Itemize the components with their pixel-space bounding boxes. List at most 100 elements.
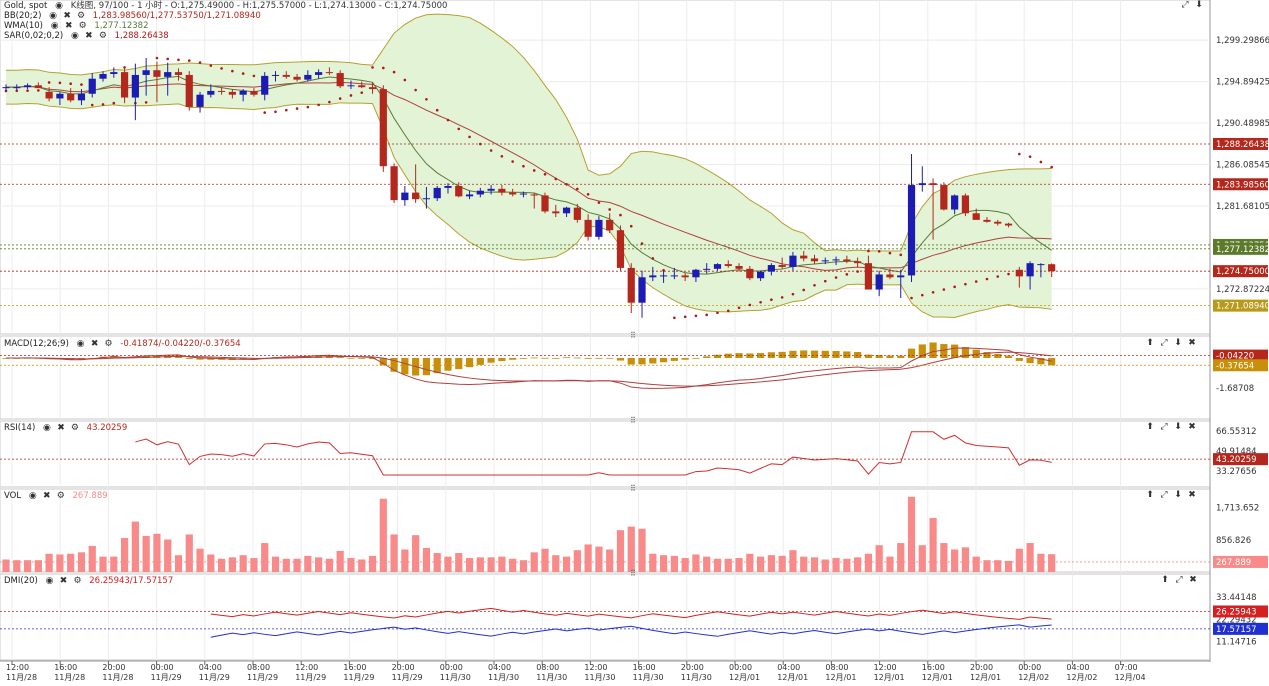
eye-icon[interactable]: ◉	[43, 423, 51, 433]
sar-dot	[47, 81, 51, 84]
volume-bar	[918, 545, 926, 572]
dmi-badge-label: 17.57157	[1216, 625, 1257, 635]
sar-dot	[220, 67, 223, 70]
arrow-up-icon[interactable]: ⬆	[1146, 490, 1154, 500]
macd-histogram-bar	[509, 358, 517, 360]
candle-body	[390, 166, 398, 201]
volume-bar	[778, 555, 786, 572]
expand-icon[interactable]: ⤢	[1181, 0, 1189, 10]
candle-body	[88, 78, 96, 94]
volume-bar	[34, 560, 42, 572]
close-icon[interactable]: ✖	[1188, 422, 1196, 432]
macd-badge	[1213, 359, 1268, 372]
rsi-badge	[1213, 453, 1268, 466]
date-tick-label: 11月/28	[102, 673, 133, 682]
panel-resize-handle[interactable]: ⠿	[630, 416, 636, 425]
gear-icon[interactable]: ⚙	[98, 31, 107, 41]
close-icon[interactable]: ✖	[64, 21, 73, 31]
arrow-down-icon[interactable]: ⬇	[1174, 422, 1182, 432]
gear-icon[interactable]: ⚙	[104, 339, 113, 349]
macd-histogram-bar	[907, 348, 916, 358]
close-icon[interactable]: ✖	[43, 491, 51, 501]
expand-icon[interactable]: ⤢	[1175, 575, 1183, 585]
gear-icon[interactable]: ⚙	[73, 576, 82, 586]
candle-body	[142, 70, 150, 75]
date-tick-label: 11月/29	[295, 673, 326, 682]
volume-bar	[519, 560, 528, 572]
volume-bar	[800, 556, 808, 572]
expand-icon[interactable]: ⤢	[1160, 338, 1168, 348]
gear-icon[interactable]: ⚙	[77, 11, 86, 21]
sar-dot	[101, 103, 105, 106]
eye-icon[interactable]: ◉	[45, 576, 54, 586]
price-tick-label: 1,294.89425	[1216, 78, 1269, 88]
arrow-down-icon[interactable]: ⬇	[1174, 338, 1182, 348]
candle-body	[983, 219, 991, 222]
eye-icon[interactable]: ◉	[55, 1, 63, 11]
close-icon[interactable]: ✖	[1188, 490, 1196, 500]
arrow-up-icon[interactable]: ⬆	[1146, 422, 1154, 432]
eye-icon[interactable]: ◉	[50, 21, 59, 31]
candle-body	[767, 265, 775, 272]
volume-bar	[433, 553, 441, 572]
eye-icon[interactable]: ◉	[49, 11, 58, 21]
rsi-line	[135, 431, 1052, 476]
volume-bar	[670, 555, 678, 572]
candle-body	[250, 90, 258, 95]
candle-body	[1026, 263, 1034, 277]
expand-icon[interactable]: ⤢	[1160, 422, 1168, 432]
macd-histogram-bar	[940, 344, 948, 358]
sar-dot	[435, 108, 439, 112]
volume-bar	[23, 560, 32, 572]
sar-dot	[576, 187, 579, 191]
indicator-name: MACD(12;26;9)	[4, 339, 69, 349]
close-icon[interactable]: ✖	[85, 31, 93, 41]
candle-body	[153, 70, 161, 77]
close-icon[interactable]: ✖	[63, 11, 71, 21]
sar-dot	[198, 61, 202, 64]
sar-dot	[26, 89, 29, 92]
volume-bar	[2, 559, 10, 572]
close-icon[interactable]: ✖	[1188, 338, 1196, 348]
sar-dot	[328, 100, 331, 104]
candle-body	[606, 219, 614, 231]
sar-dot	[371, 66, 374, 69]
arrow-down-icon[interactable]: ⬇	[1195, 0, 1203, 10]
candle-body	[433, 187, 441, 199]
volume-bar	[692, 554, 700, 572]
arrow-up-icon[interactable]: ⬆	[1146, 338, 1154, 348]
gear-icon[interactable]: ⚙	[70, 423, 79, 433]
time-tick-label: 16:00	[54, 663, 77, 672]
volume-bar	[282, 558, 290, 572]
expand-icon[interactable]: ⤢	[1160, 490, 1168, 500]
panel-resize-handle[interactable]: ⠿	[630, 331, 636, 340]
close-icon[interactable]: ✖	[57, 423, 65, 433]
time-tick-label: 08:00	[536, 663, 559, 672]
candle-body	[541, 195, 549, 212]
macd-histogram-bar	[659, 358, 668, 363]
sar-dot	[252, 74, 256, 78]
close-icon[interactable]: ✖	[59, 576, 68, 586]
gear-icon[interactable]: ⚙	[78, 21, 87, 31]
eye-icon[interactable]: ◉	[28, 491, 37, 501]
candle-body	[757, 271, 765, 279]
wma-line	[6, 75, 1052, 275]
arrow-up-icon[interactable]: ⬆	[1161, 575, 1169, 585]
eye-icon[interactable]: ◉	[76, 339, 85, 349]
time-tick-label: 07:00	[1115, 663, 1138, 672]
panel-resize-handle[interactable]: ⠿	[630, 569, 636, 578]
macd-histogram-bar	[864, 354, 872, 358]
arrow-down-icon[interactable]: ⬇	[1174, 490, 1182, 500]
candle-body	[886, 274, 894, 278]
price-badge-label: 1,288.26438	[1216, 140, 1269, 150]
volume-bar	[929, 518, 937, 572]
indicator-value: 26.25943/17.57157	[89, 576, 174, 586]
close-icon[interactable]: ✖	[1189, 575, 1197, 585]
eye-icon[interactable]: ◉	[70, 31, 79, 41]
volume-bar	[659, 555, 668, 572]
sar-dot	[1028, 155, 1032, 158]
panel-resize-handle[interactable]: ⠿	[630, 484, 636, 493]
gear-icon[interactable]: ⚙	[56, 491, 65, 501]
close-icon[interactable]: ✖	[90, 339, 99, 349]
